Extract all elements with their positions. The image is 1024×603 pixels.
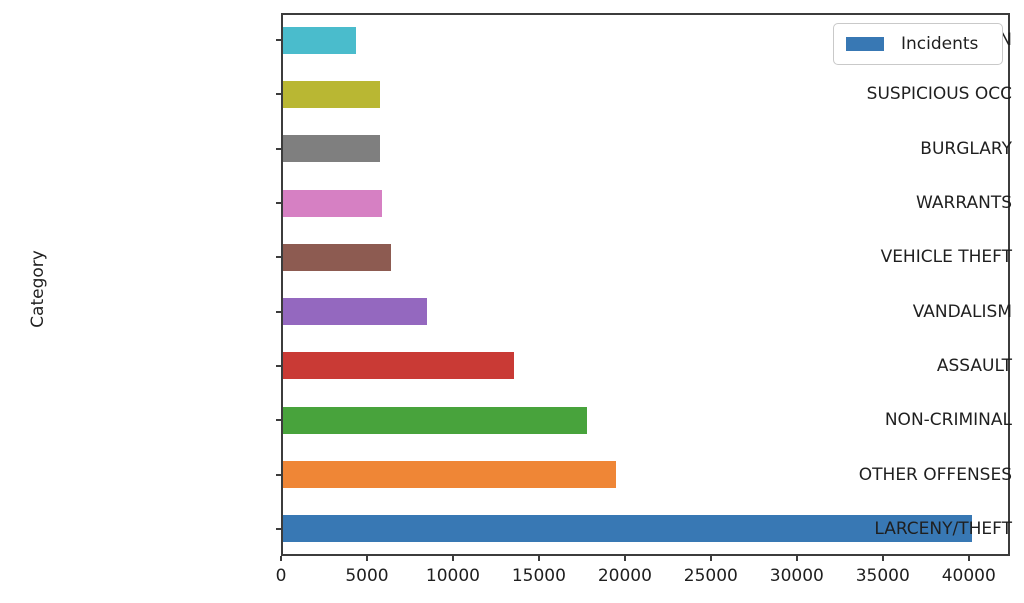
y-tick-label-assault: ASSAULT	[936, 355, 1012, 376]
bar-non-criminal	[283, 406, 588, 434]
y-tick-mark	[276, 527, 281, 530]
x-tick-label-10000: 10000	[425, 566, 480, 586]
bar-assault	[283, 352, 515, 380]
y-tick-label-larceny-theft: LARCENY/THEFT	[874, 518, 1012, 539]
x-tick-mark	[537, 556, 540, 561]
x-tick-label-20000: 20000	[597, 566, 652, 586]
y-axis-title: Category	[28, 250, 48, 328]
x-tick-mark	[795, 556, 798, 561]
bar-larceny-theft	[283, 515, 972, 543]
y-tick-label-other-offenses: OTHER OFFENSES	[858, 464, 1012, 485]
y-tick-mark	[276, 473, 281, 476]
x-tick-label-40000: 40000	[941, 566, 996, 586]
y-tick-mark	[276, 364, 281, 367]
y-tick-label-non-criminal: NON-CRIMINAL	[884, 410, 1012, 431]
y-tick-mark	[276, 419, 281, 422]
legend-label: Incidents	[901, 34, 979, 54]
y-tick-mark	[276, 256, 281, 259]
x-tick-label-0: 0	[275, 566, 287, 586]
x-tick-mark	[451, 556, 454, 561]
x-tick-mark	[365, 556, 368, 561]
bar-other-offenses	[283, 461, 617, 489]
x-tick-label-25000: 25000	[683, 566, 738, 586]
y-tick-mark	[276, 39, 281, 42]
bar-suspicious-occ	[283, 80, 381, 108]
y-tick-label-burglary: BURGLARY	[920, 138, 1012, 159]
plot-area	[281, 13, 1010, 556]
x-tick-mark	[623, 556, 626, 561]
x-tick-label-15000: 15000	[511, 566, 566, 586]
x-tick-label-30000: 30000	[769, 566, 824, 586]
bar-missing-person	[283, 26, 356, 54]
bar-vandalism	[283, 298, 428, 326]
y-tick-mark	[276, 202, 281, 205]
x-tick-label-5000: 5000	[345, 566, 389, 586]
bar-burglary	[283, 135, 381, 163]
bar-warrants	[283, 189, 382, 217]
x-tick-label-35000: 35000	[855, 566, 910, 586]
x-tick-mark	[280, 556, 282, 561]
bar-vehicle-theft	[283, 243, 392, 271]
y-tick-label-vandalism: VANDALISM	[912, 301, 1012, 322]
x-tick-mark	[967, 556, 970, 561]
y-tick-mark	[276, 93, 281, 96]
x-tick-mark	[709, 556, 712, 561]
x-tick-mark	[881, 556, 884, 561]
legend-swatch-incidents	[846, 37, 884, 51]
legend: Incidents	[833, 23, 1003, 65]
y-tick-label-suspicious-occ: SUSPICIOUS OCC	[866, 84, 1012, 105]
y-tick-mark	[276, 147, 281, 150]
y-tick-label-warrants: WARRANTS	[916, 193, 1012, 214]
y-tick-mark	[276, 310, 281, 313]
y-tick-label-vehicle-theft: VEHICLE THEFT	[880, 247, 1012, 268]
